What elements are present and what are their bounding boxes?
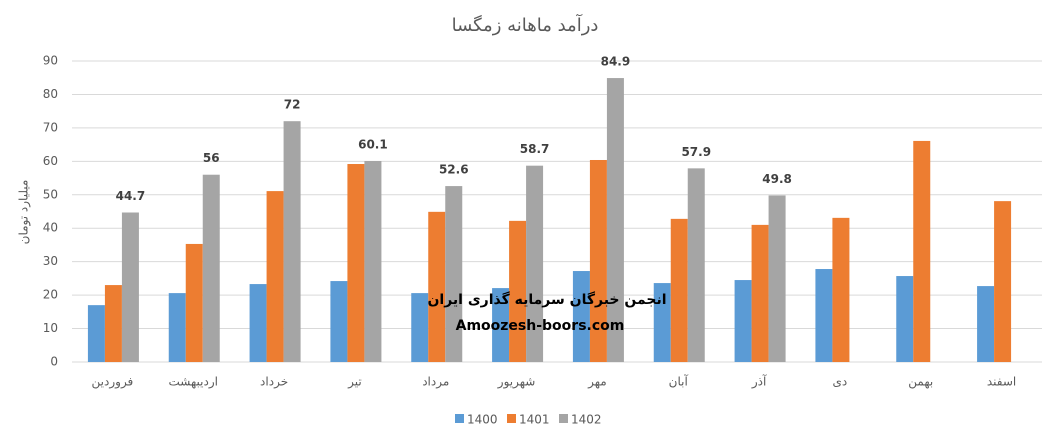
bar: [606, 78, 624, 362]
bar: [509, 220, 527, 362]
x-tick-label: آذر: [751, 374, 767, 390]
bar: [913, 140, 931, 362]
bar: [411, 293, 429, 362]
bar: [589, 159, 607, 362]
x-tick-label: مهر: [587, 375, 607, 390]
bar: [653, 283, 671, 362]
x-tick-label: دی: [833, 375, 848, 389]
bar: [445, 186, 463, 362]
bar: [168, 293, 186, 362]
x-tick-label: آبان: [669, 374, 689, 389]
data-label: 57.9: [681, 145, 711, 159]
y-tick-label: 60: [43, 154, 58, 168]
data-label: 72: [284, 98, 301, 112]
data-label: 60.1: [358, 137, 388, 151]
legend-swatch: [507, 414, 516, 423]
bar: [994, 201, 1012, 362]
data-label: 56: [203, 151, 220, 165]
data-label: 84.9: [601, 55, 631, 69]
bar: [977, 286, 995, 362]
bar: [104, 285, 122, 362]
bar: [87, 305, 105, 362]
watermark: Amoozesh-boors.com: [456, 318, 625, 334]
bar: [249, 284, 267, 362]
bar: [202, 174, 220, 362]
bar: [347, 164, 365, 362]
legend-swatch: [455, 414, 464, 423]
y-tick-label: 0: [50, 355, 58, 369]
legend-label: 1401: [519, 413, 550, 427]
y-tick-label: 90: [43, 54, 58, 68]
y-tick-label: 20: [43, 288, 58, 302]
legend-label: 1402: [571, 413, 602, 427]
x-tick-label: مرداد: [422, 375, 449, 390]
legend-label: 1400: [467, 413, 498, 427]
bar: [330, 281, 348, 362]
bar: [896, 276, 914, 362]
bar: [734, 280, 752, 362]
x-tick-label: اردیبهشت: [169, 375, 218, 390]
bar: [687, 168, 705, 362]
x-tick-label: خرداد: [260, 375, 288, 390]
x-tick-label: شهریور: [497, 375, 536, 390]
x-tick-label: اسفند: [987, 375, 1016, 389]
bar: [492, 288, 510, 362]
bar: [185, 243, 203, 362]
bar: [364, 160, 382, 362]
x-tick-label: بهمن: [908, 375, 933, 390]
bar: [572, 271, 590, 362]
data-label: 58.7: [520, 142, 550, 156]
bar: [768, 195, 786, 362]
data-label: 52.6: [439, 163, 469, 177]
y-tick-label: 80: [43, 87, 58, 101]
y-tick-label: 10: [43, 321, 58, 335]
y-tick-label: 70: [43, 120, 58, 134]
y-tick-label: 40: [43, 221, 58, 235]
x-tick-label: تیر: [347, 375, 362, 390]
bar: [751, 224, 769, 362]
bar: [815, 269, 833, 362]
bar: [121, 212, 139, 362]
y-tick-label: 50: [43, 187, 58, 201]
chart-title: درآمد ماهانه زمگسا: [452, 13, 599, 36]
bar: [526, 165, 544, 362]
bar: [670, 218, 688, 362]
bar: [283, 121, 301, 362]
data-label: 44.7: [116, 189, 146, 203]
y-tick-label: 30: [43, 254, 58, 268]
data-label: 49.8: [762, 172, 792, 186]
y-axis-label: میلیارد تومان: [17, 180, 32, 245]
bar: [832, 217, 850, 362]
x-tick-label: فروردین: [92, 375, 134, 390]
bar: [428, 211, 446, 362]
bar: [266, 191, 284, 362]
watermark: انجمن خبرگان سرمایه گذاری ایران: [427, 291, 666, 308]
legend-swatch: [559, 414, 568, 423]
